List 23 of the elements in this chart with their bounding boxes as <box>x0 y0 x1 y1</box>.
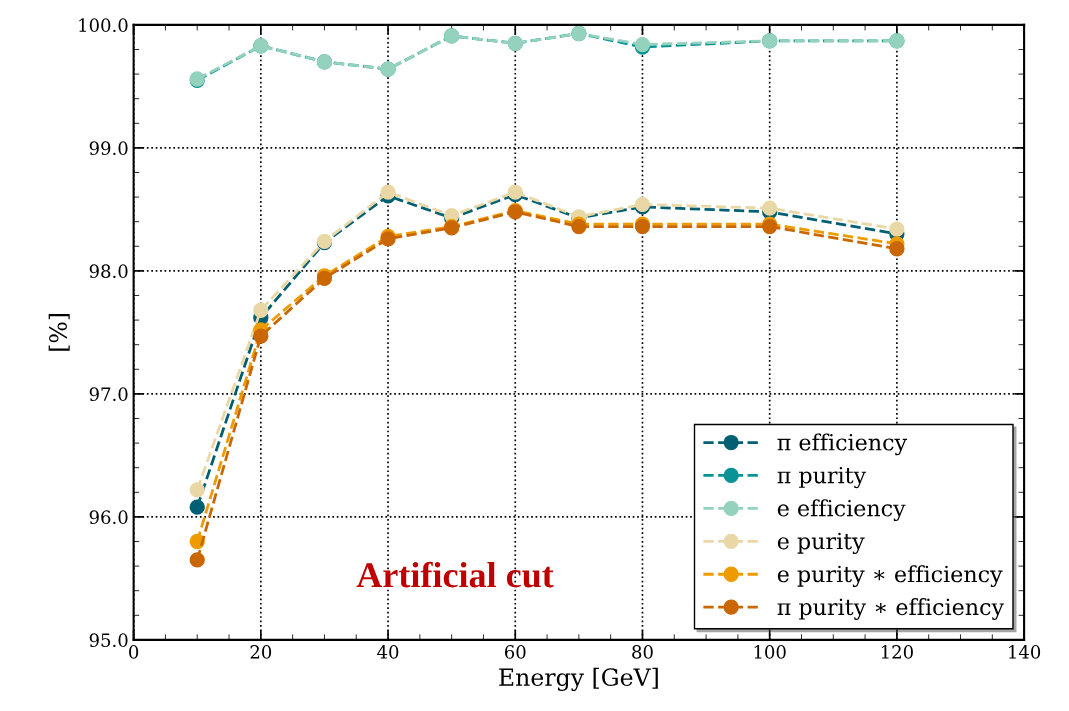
y-tick-label: 97.0 <box>89 387 128 402</box>
x-tick-label: 20 <box>250 645 272 659</box>
x-tick-label: 40 <box>377 645 399 659</box>
y-axis-title: [%] <box>48 313 70 351</box>
legend-label: e efficiency <box>777 499 906 522</box>
x-tick-label: 60 <box>504 645 526 659</box>
legend-label: π purity ∗ efficiency <box>777 598 1005 620</box>
y-tick-label: 100.0 <box>79 18 128 32</box>
y-tick-label: 95.0 <box>89 633 128 648</box>
x-tick-label: 100 <box>754 645 786 659</box>
legend-label: π efficiency <box>777 433 908 456</box>
x-tick-label: 120 <box>881 645 913 659</box>
legend-label: π purity <box>777 466 867 489</box>
x-tick-label: 0 <box>129 645 139 659</box>
legend-label: e purity <box>777 532 865 555</box>
y-tick-label: 98.0 <box>89 264 128 279</box>
legend-label: e purity ∗ efficiency <box>777 565 1003 587</box>
y-tick-label: 99.0 <box>89 141 128 155</box>
annotation: Artificial cut <box>356 561 554 588</box>
x-tick-label: 140 <box>1009 645 1041 659</box>
x-axis-title: Energy [GeV] <box>499 667 658 691</box>
x-tick-label: 80 <box>632 645 653 659</box>
y-tick-label: 96.0 <box>89 510 128 525</box>
